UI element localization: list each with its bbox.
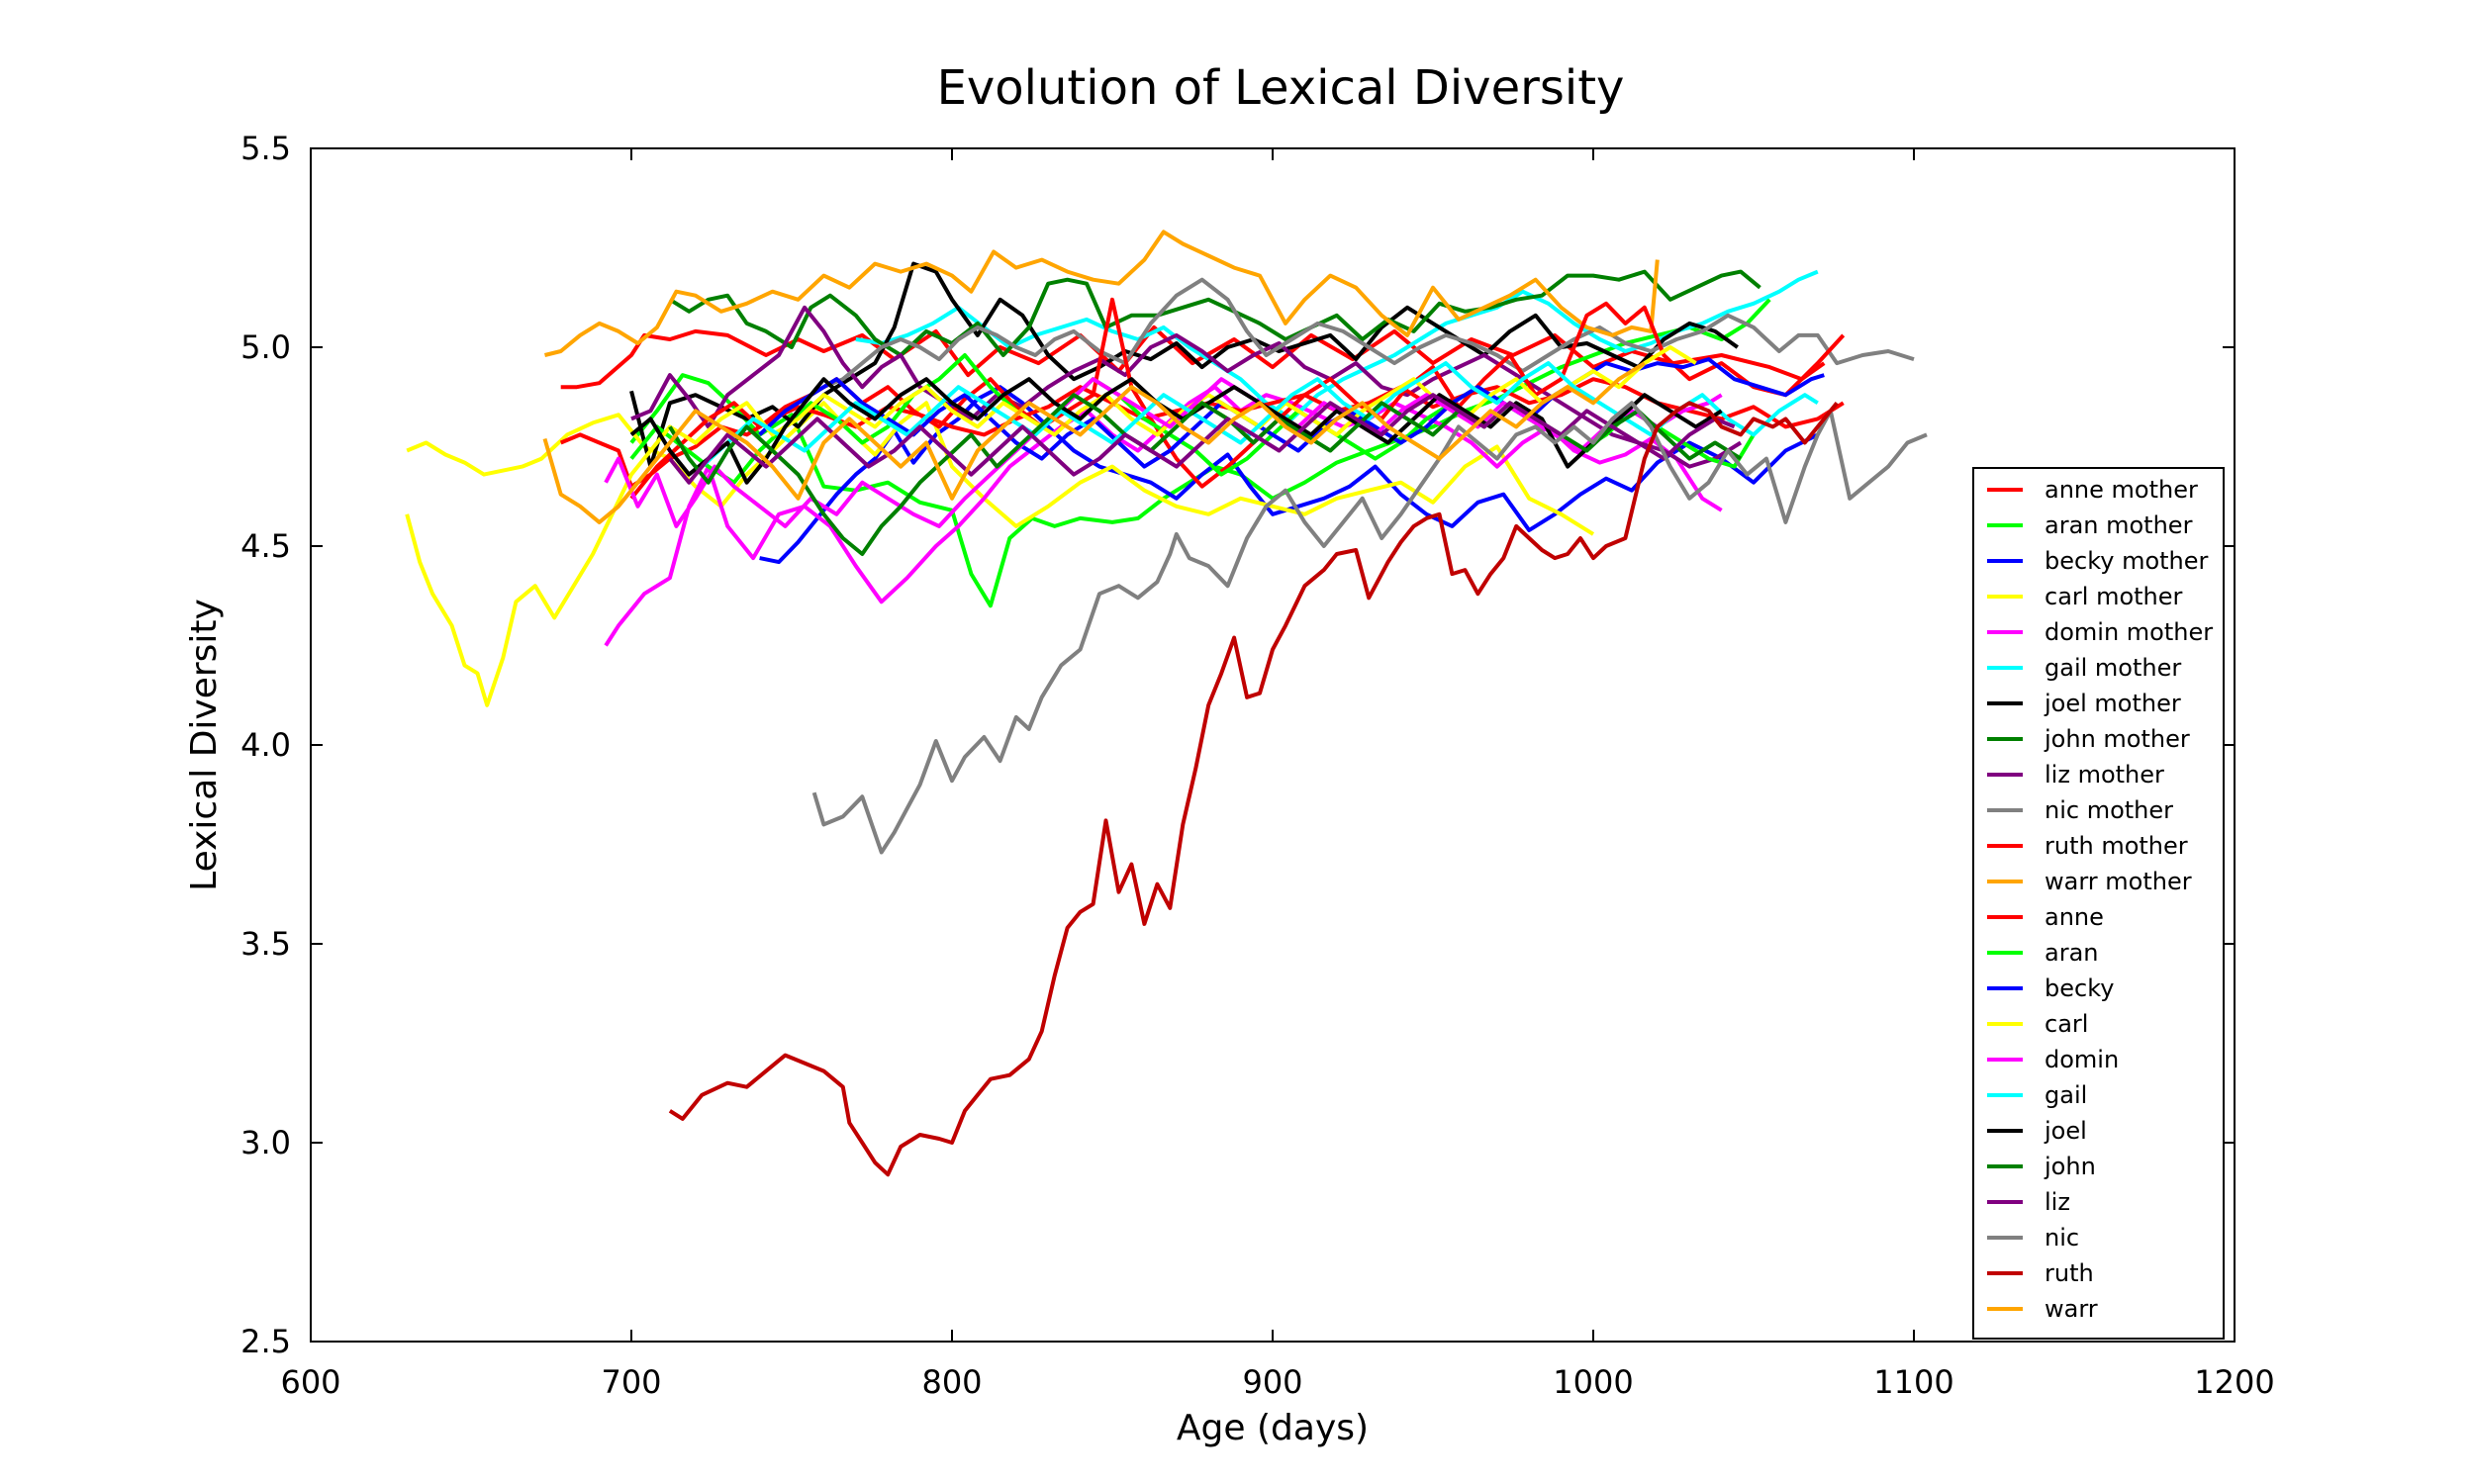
y-tick-label: 4.5 [240, 527, 291, 565]
legend-label-liz: liz [2045, 1188, 2070, 1216]
series-line-gail [700, 361, 1819, 469]
series-line-liz [668, 393, 1736, 485]
legend-label-domin-mother: domin mother [2045, 618, 2213, 646]
legend-label-aran-mother: aran mother [2045, 511, 2193, 539]
legend-label-aran: aran [2045, 939, 2099, 967]
legend-label-john-mother: john mother [2044, 725, 2190, 753]
x-tick-label: 600 [280, 1363, 340, 1401]
series-line-john-mother [668, 269, 1761, 357]
legend-label-carl: carl [2045, 1010, 2088, 1038]
x-tick-label: 900 [1242, 1363, 1302, 1401]
series-line-warr [542, 361, 1646, 524]
plot-lines [405, 230, 1928, 1177]
y-tick-label: 5.5 [240, 130, 291, 167]
legend-label-becky: becky [2045, 974, 2114, 1002]
legend-label-gail: gail [2045, 1081, 2087, 1109]
legend-label-warr: warr [2045, 1295, 2098, 1323]
legend-label-joel-mother: joel mother [2044, 690, 2181, 717]
series-line-warr-mother [544, 230, 1660, 357]
legend-label-domin: domin [2045, 1046, 2119, 1073]
legend-label-gail-mother: gail mother [2045, 654, 2181, 682]
x-tick-label: 800 [921, 1363, 982, 1401]
series-line-ruth [668, 401, 1839, 1177]
series-line-becky [758, 357, 1825, 469]
x-tick-label: 1000 [1553, 1363, 1633, 1401]
legend-label-ruth: ruth [2045, 1259, 2094, 1287]
series-line-nic [811, 401, 1928, 855]
series-line-nic-mother [822, 277, 1915, 390]
legend-label-anne-mother: anne mother [2045, 476, 2198, 504]
y-tick-label: 3.0 [240, 1124, 291, 1161]
legend-label-anne: anne [2045, 903, 2104, 931]
y-tick-label: 3.5 [240, 925, 291, 963]
x-axis-label: Age (days) [1177, 1408, 1369, 1448]
series-line-domin-mother [604, 385, 1723, 647]
x-tick-label: 1100 [1873, 1363, 1953, 1401]
legend-label-carl-mother: carl mother [2045, 583, 2183, 610]
legend-label-nic-mother: nic mother [2045, 796, 2173, 824]
axis-ticks: 600 700 800 900 1000 1100 1200 2.5 3.0 3.5 4.0 4.5 5… [240, 130, 2275, 1401]
legend-label-nic: nic [2045, 1224, 2079, 1252]
legend-label-warr-mother: warr mother [2045, 868, 2192, 895]
legend-label-liz-mother: liz mother [2045, 761, 2164, 788]
y-tick-label: 4.0 [240, 726, 291, 764]
y-tick-label: 5.0 [240, 328, 291, 366]
series-line-joel [629, 377, 1723, 485]
legend: anne mother aran mother becky mother carl m… [1972, 467, 2225, 1340]
legend-label-john: john [2044, 1153, 2096, 1180]
y-tick-label: 2.5 [240, 1323, 291, 1360]
y-axis-label: Lexical Diversity [184, 599, 225, 891]
series-line-becky-mother [759, 385, 1819, 565]
x-tick-label: 700 [601, 1363, 661, 1401]
legend-label-becky-mother: becky mother [2045, 547, 2209, 575]
legend-label-ruth-mother: ruth mother [2045, 832, 2188, 860]
legend-box [1972, 467, 2225, 1340]
series-line-liz-mother [630, 305, 1743, 469]
x-tick-label: 1200 [2194, 1363, 2274, 1401]
chart-title: Evolution of Lexical Diversity [937, 60, 1625, 116]
legend-label-joel: joel [2044, 1117, 2087, 1145]
